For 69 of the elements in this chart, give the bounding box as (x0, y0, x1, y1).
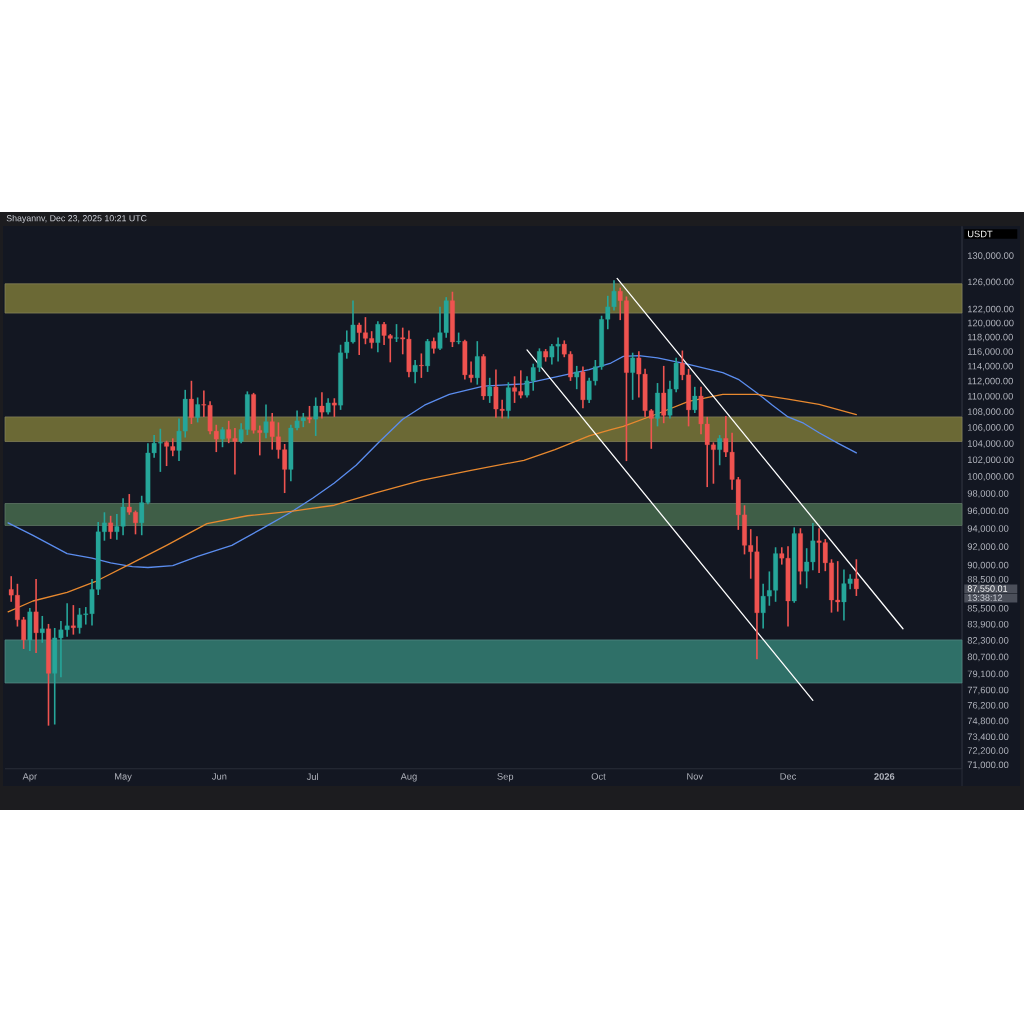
line-series (7, 355, 858, 569)
y-tick-label: 85,500.00 (967, 605, 1009, 613)
candlestick (574, 365, 580, 390)
x-tick-label: Sep (497, 773, 514, 782)
y-tick-label: 71,000.00 (967, 761, 1009, 770)
candlestick (412, 360, 418, 384)
y-tick-label: 90,000.00 (967, 561, 1009, 570)
x-tick-label: Aug (400, 773, 417, 782)
y-tick-label: 94,000.00 (967, 525, 1009, 533)
candlestick (70, 605, 76, 635)
x-tick-label: Jul (306, 773, 318, 780)
candlestick (313, 397, 319, 436)
y-tick-label: 112,000.00 (967, 377, 1013, 386)
candlestick (375, 321, 381, 353)
y-tick-label: 96,000.00 (967, 507, 1009, 516)
candlestick (220, 427, 225, 448)
candlestick (717, 435, 723, 466)
x-tick-label: May (115, 773, 132, 782)
candlestick (319, 392, 325, 419)
candlestick (195, 397, 201, 423)
y-tick-label: 77,600.00 (967, 686, 1009, 695)
text: Shayannv, Dec 23, 2025 10:21 UTC (6, 214, 147, 224)
y-tick-label: 73,400.00 (967, 733, 1009, 742)
candlestick (33, 579, 39, 654)
candlestick (630, 352, 636, 400)
y-tick-label: 87,550.01 (967, 585, 1008, 593)
y-tick-label: 122,000.00 (967, 305, 1014, 314)
y-tick-label: 104,000.00 (967, 440, 1014, 448)
y-tick-label: 74,800.00 (967, 717, 1009, 726)
y-tick-label: 126,000.00 (967, 278, 1014, 287)
line-series (7, 393, 858, 613)
x-tick-label: Jun (212, 773, 227, 780)
y-tick-label: 98,000.00 (967, 490, 1009, 498)
y-tick-label: 114,000.00 (967, 362, 1013, 371)
x-tick-label: Apr (22, 773, 37, 782)
y-tick-label: 118,000.00 (967, 333, 1013, 342)
y-tick-label: 108,000.00 (967, 408, 1014, 417)
y-tick-label: 106,000.00 (967, 424, 1014, 432)
candlestick (661, 365, 667, 424)
candlestick (505, 382, 511, 419)
y-tick-label: 110,000.00 (967, 392, 1013, 401)
y-tick-label: 116,000.00 (967, 348, 1013, 356)
candlestick (39, 615, 45, 643)
text: 13:38:12 (967, 594, 1003, 601)
x-tick-label: Oct (591, 773, 606, 780)
y-tick-label: 83,900.00 (967, 620, 1009, 629)
candlestick (692, 386, 698, 413)
x-tick-label: Nov (687, 773, 704, 780)
y-tick-label: 88,500.00 (967, 575, 1009, 584)
candlestick (474, 341, 480, 385)
x-tick-label: 2026 (874, 773, 895, 780)
y-tick-label: 80,700.00 (967, 653, 1009, 662)
y-tick-label: 100,000.00 (967, 473, 1014, 481)
candlestick (189, 380, 194, 424)
y-tick-label: 92,000.00 (967, 543, 1009, 552)
y-axis-title: USDT (967, 230, 993, 238)
candlestick (853, 559, 859, 596)
y-tick-label: 82,300.00 (967, 637, 1009, 645)
x-tick-label: Dec (780, 773, 797, 780)
y-tick-label: 120,000.00 (967, 319, 1014, 328)
y-tick-label: 72,200.00 (967, 747, 1009, 756)
y-tick-label: 102,000.00 (967, 456, 1014, 465)
y-tick-label: 79,100.00 (967, 670, 1009, 679)
y-tick-label: 130,000.00 (967, 252, 1014, 260)
candlestick (487, 377, 493, 403)
candlestick (418, 353, 424, 378)
candlestick (263, 404, 269, 439)
candlestick (108, 515, 114, 539)
y-tick-label: 76,200.00 (967, 701, 1009, 710)
